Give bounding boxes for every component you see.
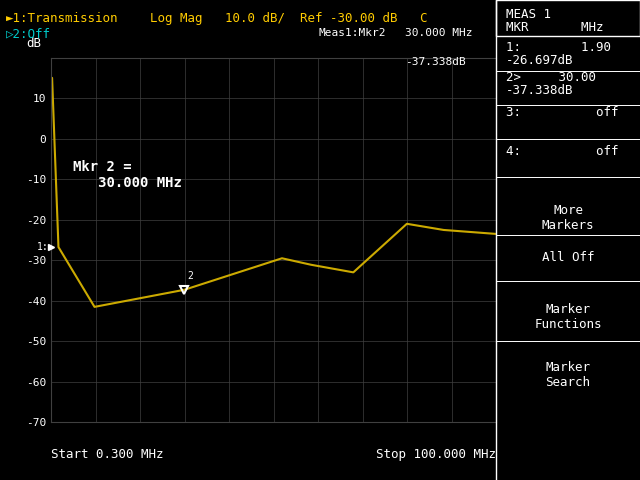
Text: -37.338dB: -37.338dB	[405, 57, 465, 67]
Text: dB: dB	[27, 37, 42, 50]
Text: -37.338dB: -37.338dB	[506, 84, 573, 96]
Text: ►1:Transmission: ►1:Transmission	[6, 12, 119, 24]
Text: 3:          off: 3: off	[506, 106, 618, 119]
Text: -26.697dB: -26.697dB	[506, 54, 573, 67]
Text: MKR       MHz: MKR MHz	[506, 21, 603, 34]
Text: All Off: All Off	[541, 251, 595, 264]
Text: Marker
Search: Marker Search	[545, 361, 591, 389]
Text: MEAS 1: MEAS 1	[506, 8, 550, 21]
Text: 2>     30.00: 2> 30.00	[506, 71, 596, 84]
Text: 1:        1.90: 1: 1.90	[506, 41, 611, 54]
Text: 2: 2	[188, 271, 193, 281]
Text: Start 0.300 MHz: Start 0.300 MHz	[51, 448, 164, 461]
Text: 4:          off: 4: off	[506, 144, 618, 157]
Text: Meas1:Mkr2: Meas1:Mkr2	[318, 27, 385, 37]
Text: Marker
Functions: Marker Functions	[534, 303, 602, 331]
Text: Stop 100.000 MHz: Stop 100.000 MHz	[376, 448, 496, 461]
Text: 30.000 MHz: 30.000 MHz	[405, 27, 472, 37]
Text: Log Mag   10.0 dB/  Ref -30.00 dB   C: Log Mag 10.0 dB/ Ref -30.00 dB C	[150, 12, 428, 24]
Text: ▷2:Off: ▷2:Off	[6, 27, 51, 40]
Text: 1:: 1:	[37, 242, 49, 252]
Text: More
Markers: More Markers	[541, 204, 595, 232]
Text: Mkr 2 =
   30.000 MHz: Mkr 2 = 30.000 MHz	[74, 160, 182, 190]
